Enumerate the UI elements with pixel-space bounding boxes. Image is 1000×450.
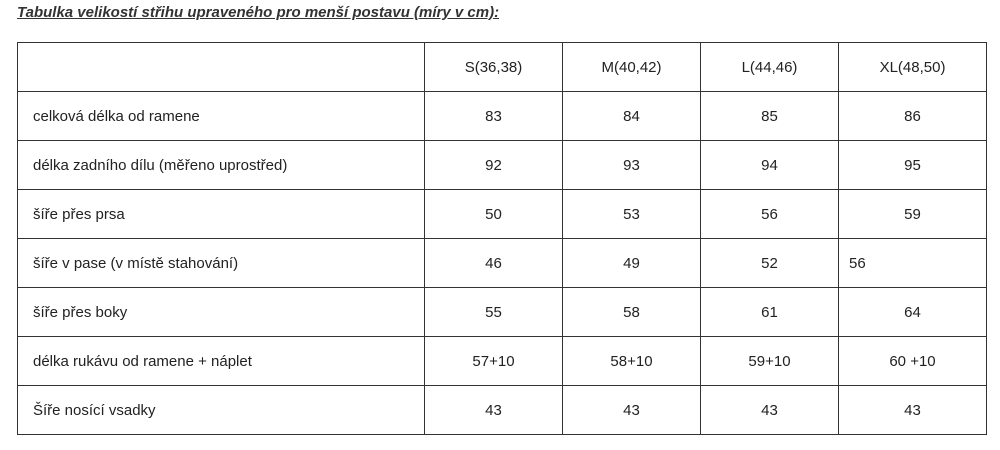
row-label: šíře přes boky <box>17 287 425 337</box>
table-cell: 60 +10 <box>838 336 987 386</box>
table-row: šíře přes prsa 50 53 56 59 <box>17 189 987 239</box>
table-cell: 55 <box>424 287 563 337</box>
table-cell: 43 <box>562 385 701 435</box>
table-cell: 43 <box>424 385 563 435</box>
table-cell: 43 <box>700 385 839 435</box>
table-cell: 57+10 <box>424 336 563 386</box>
table-cell: 46 <box>424 238 563 288</box>
header-cell-size-s: S(36,38) <box>424 42 563 92</box>
page-title: Tabulka velikostí střihu upraveného pro … <box>17 4 500 21</box>
row-label: délka zadního dílu (měřeno uprostřed) <box>17 140 425 190</box>
table-row: délka zadního dílu (měřeno uprostřed) 92… <box>17 140 987 190</box>
table-row: Šíře nosící vsadky 43 43 43 43 <box>17 385 987 435</box>
size-table: S(36,38) M(40,42) L(44,46) XL(48,50) cel… <box>17 42 987 435</box>
table-cell: 83 <box>424 91 563 141</box>
row-label: šíře přes prsa <box>17 189 425 239</box>
table-cell: 43 <box>838 385 987 435</box>
table-row: délka rukávu od ramene + náplet 57+10 58… <box>17 336 987 386</box>
table-row: celková délka od ramene 83 84 85 86 <box>17 91 987 141</box>
table-cell: 58+10 <box>562 336 701 386</box>
table-cell: 52 <box>700 238 839 288</box>
table-cell: 95 <box>838 140 987 190</box>
row-label: délka rukávu od ramene + náplet <box>17 336 425 386</box>
header-cell-size-xl: XL(48,50) <box>838 42 987 92</box>
table-cell: 93 <box>562 140 701 190</box>
table-cell: 49 <box>562 238 701 288</box>
table-cell: 84 <box>562 91 701 141</box>
table-cell: 50 <box>424 189 563 239</box>
header-cell-size-l: L(44,46) <box>700 42 839 92</box>
row-label: Šíře nosící vsadky <box>17 385 425 435</box>
table-row: šíře v pase (v místě stahování) 46 49 52… <box>17 238 987 288</box>
table-cell: 64 <box>838 287 987 337</box>
row-label: celková délka od ramene <box>17 91 425 141</box>
table-cell: 58 <box>562 287 701 337</box>
table-cell: 85 <box>700 91 839 141</box>
table-row: šíře přes boky 55 58 61 64 <box>17 287 987 337</box>
header-cell-size-m: M(40,42) <box>562 42 701 92</box>
table-cell: 56 <box>700 189 839 239</box>
table-cell: 56 <box>838 238 987 288</box>
table-cell: 92 <box>424 140 563 190</box>
header-cell-empty <box>17 42 425 92</box>
table-cell: 59+10 <box>700 336 839 386</box>
table-cell: 86 <box>838 91 987 141</box>
table-cell: 61 <box>700 287 839 337</box>
table-cell: 94 <box>700 140 839 190</box>
table-cell: 59 <box>838 189 987 239</box>
row-label: šíře v pase (v místě stahování) <box>17 238 425 288</box>
table-header-row: S(36,38) M(40,42) L(44,46) XL(48,50) <box>17 42 987 92</box>
table-cell: 53 <box>562 189 701 239</box>
